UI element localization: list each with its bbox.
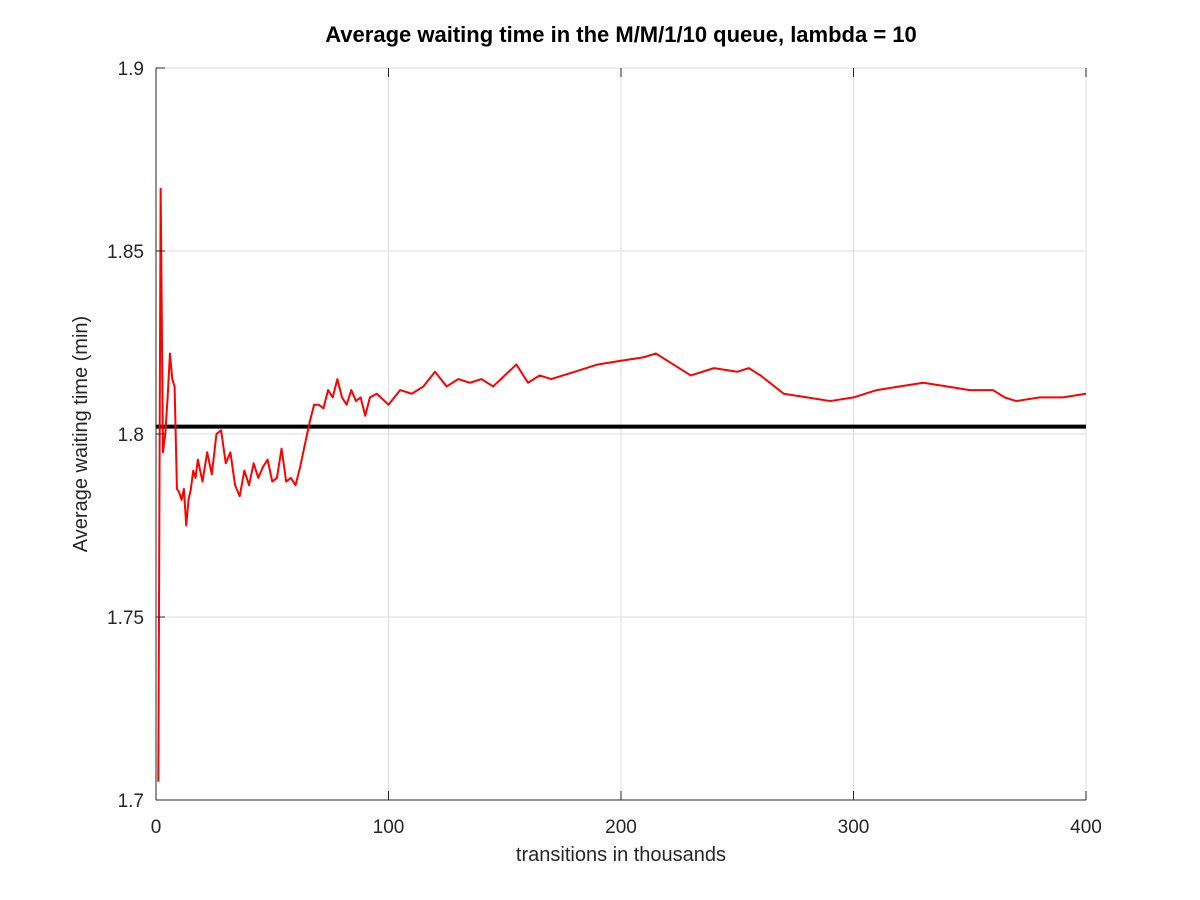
series-group	[156, 187, 1087, 782]
x-tick-label: 0	[151, 817, 162, 838]
plot-area: 0 100 200 300 400 1.7 1.75 1.8 1.85 1.9	[107, 59, 1102, 838]
y-tick-label: 1.85	[107, 242, 144, 263]
x-tick-label: 300	[838, 817, 870, 838]
x-tick-label: 100	[373, 817, 405, 838]
x-axis-label: transitions in thousands	[516, 844, 726, 866]
y-tick-label: 1.7	[118, 791, 144, 812]
y-tick-label: 1.9	[118, 59, 144, 80]
y-axis-label: Average waiting time (min)	[70, 316, 92, 552]
y-tick-label: 1.75	[107, 608, 144, 629]
ticks: 0 100 200 300 400 1.7 1.75 1.8 1.85 1.9	[107, 59, 1102, 838]
chart-title: Average waiting time in the M/M/1/10 que…	[325, 22, 917, 47]
y-tick-label: 1.8	[118, 425, 144, 446]
x-tick-label: 400	[1070, 817, 1102, 838]
simulation-line	[157, 187, 1087, 782]
x-tick-label: 200	[605, 817, 637, 838]
